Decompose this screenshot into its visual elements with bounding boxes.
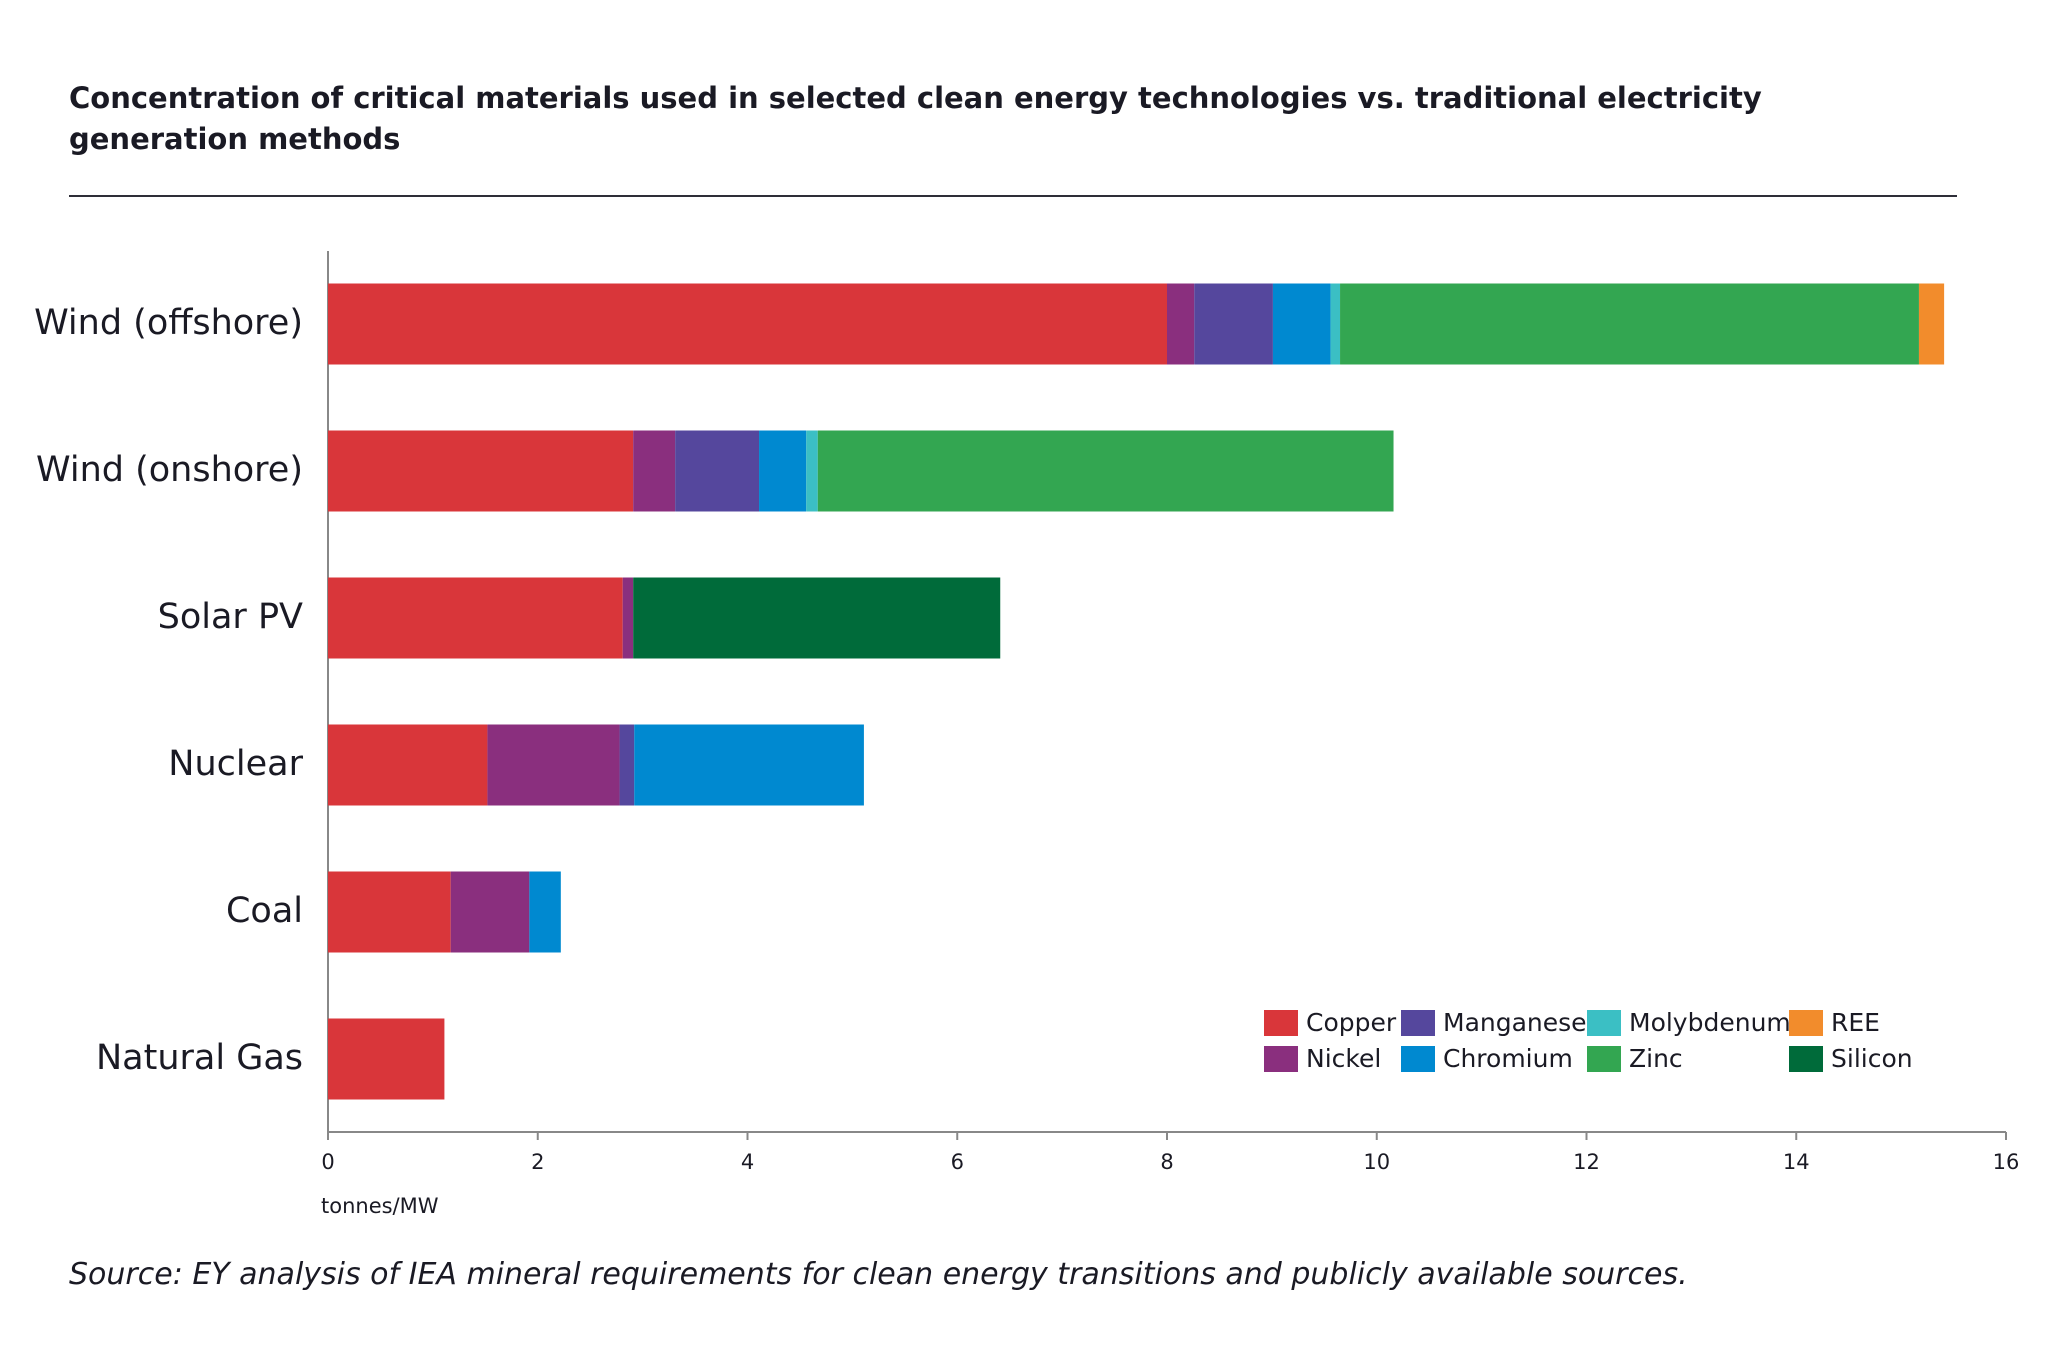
bar-segment — [450, 871, 530, 953]
bar-segment — [622, 577, 634, 659]
source-note: Source: EY analysis of IEA mineral requi… — [69, 1257, 1688, 1292]
bar-segment — [328, 871, 451, 953]
bar-segment — [817, 430, 1394, 512]
chart-title: Concentration of critical materials used… — [69, 81, 1762, 156]
legend-swatch — [1401, 1010, 1435, 1036]
legend-label: Nickel — [1306, 1044, 1381, 1073]
bar-segment — [328, 1018, 445, 1100]
x-tick-label: 16 — [1993, 1150, 2020, 1174]
legend-label: Manganese — [1443, 1008, 1587, 1037]
legend-label: Copper — [1306, 1008, 1397, 1037]
x-tick-label: 4 — [741, 1150, 754, 1174]
bar-segment — [487, 724, 620, 806]
bar-segment — [1330, 283, 1341, 365]
bar-segment — [675, 430, 760, 512]
bar-segment — [759, 430, 807, 512]
legend-label: REE — [1831, 1008, 1880, 1037]
legend-swatch — [1587, 1010, 1621, 1036]
legend-swatch — [1401, 1046, 1435, 1072]
bar-segment — [1340, 283, 1919, 365]
y-tick-label: Coal — [226, 891, 303, 931]
bar-segment — [634, 724, 864, 806]
y-tick-label: Nuclear — [168, 744, 303, 784]
legend-label: Zinc — [1629, 1044, 1683, 1073]
bar-segment — [328, 577, 623, 659]
x-tick-label: 0 — [321, 1150, 334, 1174]
title-rule — [69, 195, 1957, 197]
legend-label: Silicon — [1831, 1044, 1913, 1073]
x-axis-label: tonnes/MW — [321, 1194, 439, 1218]
x-tick-label: 6 — [951, 1150, 964, 1174]
legend-swatch — [1789, 1046, 1823, 1072]
y-tick-label: Wind (offshore) — [34, 303, 303, 343]
legend-swatch — [1789, 1010, 1823, 1036]
bar-segment — [529, 871, 561, 953]
legend-swatch — [1587, 1046, 1621, 1072]
x-tick-label: 12 — [1573, 1150, 1600, 1174]
legend-swatch — [1264, 1046, 1298, 1072]
bar-segment — [633, 430, 676, 512]
bar-segment — [1194, 283, 1273, 365]
bar-segment — [1167, 283, 1195, 365]
bar-segment — [328, 283, 1167, 365]
legend-label: Molybdenum — [1629, 1008, 1791, 1037]
bar-segment — [619, 724, 635, 806]
x-tick-label: 14 — [1783, 1150, 1810, 1174]
bar-segment — [633, 577, 1001, 659]
legend-label: Chromium — [1443, 1044, 1573, 1073]
bar-segment — [1272, 283, 1331, 365]
bar-segment — [328, 724, 488, 806]
x-tick-label: 10 — [1363, 1150, 1390, 1174]
legend-swatch — [1264, 1010, 1298, 1036]
bar-segment — [806, 430, 818, 512]
x-tick-label: 8 — [1160, 1150, 1173, 1174]
bar-segment — [1918, 283, 1945, 365]
y-tick-label: Natural Gas — [96, 1038, 303, 1078]
bar-segment — [328, 430, 634, 512]
x-tick-label: 2 — [531, 1150, 544, 1174]
y-tick-label: Solar PV — [158, 597, 303, 637]
y-tick-label: Wind (onshore) — [36, 450, 303, 490]
